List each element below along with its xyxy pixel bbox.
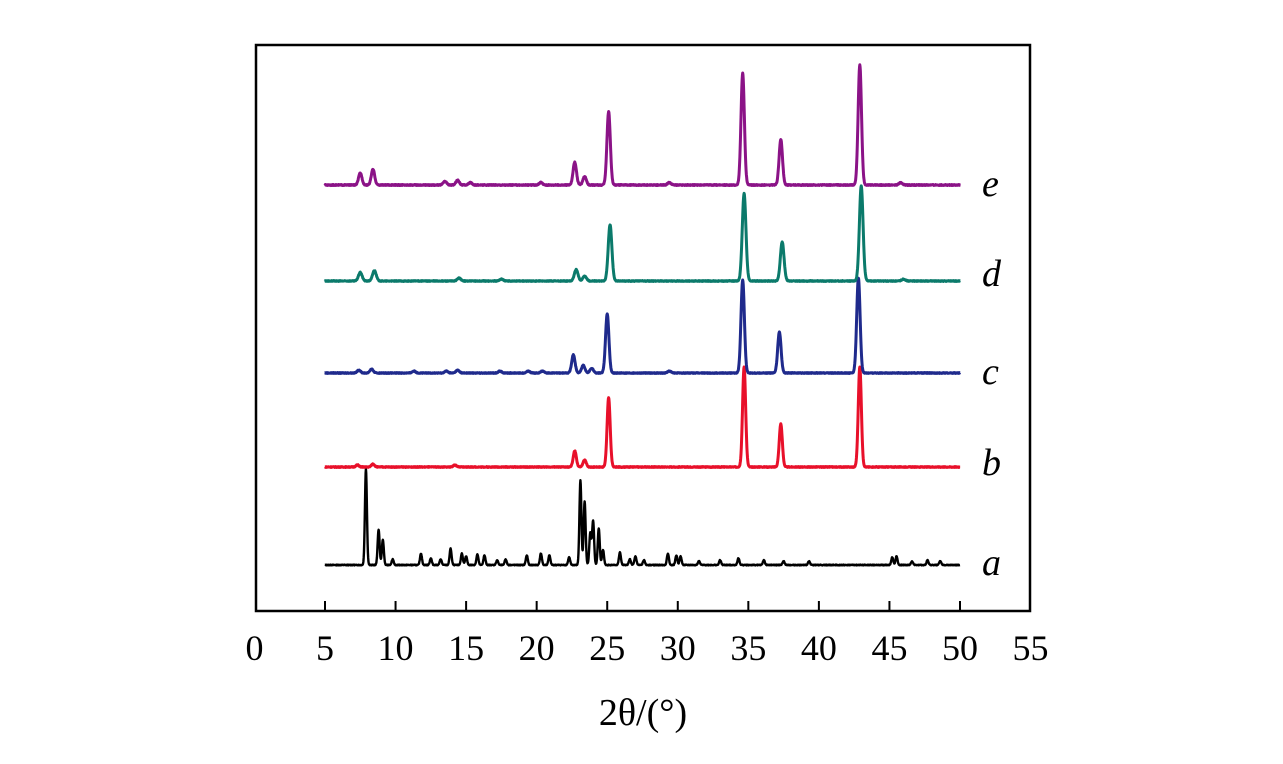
series-labels: a b c d e <box>982 163 1002 584</box>
x-tick-label: 20 <box>519 628 555 668</box>
x-tick-label: 40 <box>801 628 837 668</box>
series-line-d <box>323 184 962 283</box>
plot-frame <box>254 43 1032 613</box>
x-tick-label: 25 <box>589 628 625 668</box>
series-label-a: a <box>982 542 1001 584</box>
series-label-c: c <box>982 351 999 393</box>
x-tick-label: 35 <box>730 628 766 668</box>
x-tick-label: 30 <box>660 628 696 668</box>
series-label-d: d <box>982 253 1002 295</box>
series-line-a <box>324 467 961 567</box>
x-tick-label: 15 <box>448 628 484 668</box>
series-label-e: e <box>982 163 999 205</box>
x-tick-label: 0 <box>245 628 263 668</box>
x-tick-label: 10 <box>378 628 414 668</box>
series-line-b <box>323 365 962 469</box>
x-axis-ticks: 0 5 10 15 20 25 30 35 40 45 50 55 <box>245 601 1049 668</box>
x-tick-label: 5 <box>316 628 334 668</box>
x-tick-label: 50 <box>942 628 978 668</box>
x-tick-label: 45 <box>871 628 907 668</box>
series-line-e <box>323 63 962 187</box>
series-layer <box>323 63 962 567</box>
series-line-c <box>323 276 962 375</box>
x-axis-title: 2θ/(°) <box>599 692 687 734</box>
series-label-b: b <box>982 442 1001 484</box>
x-tick-label: 55 <box>1013 628 1049 668</box>
